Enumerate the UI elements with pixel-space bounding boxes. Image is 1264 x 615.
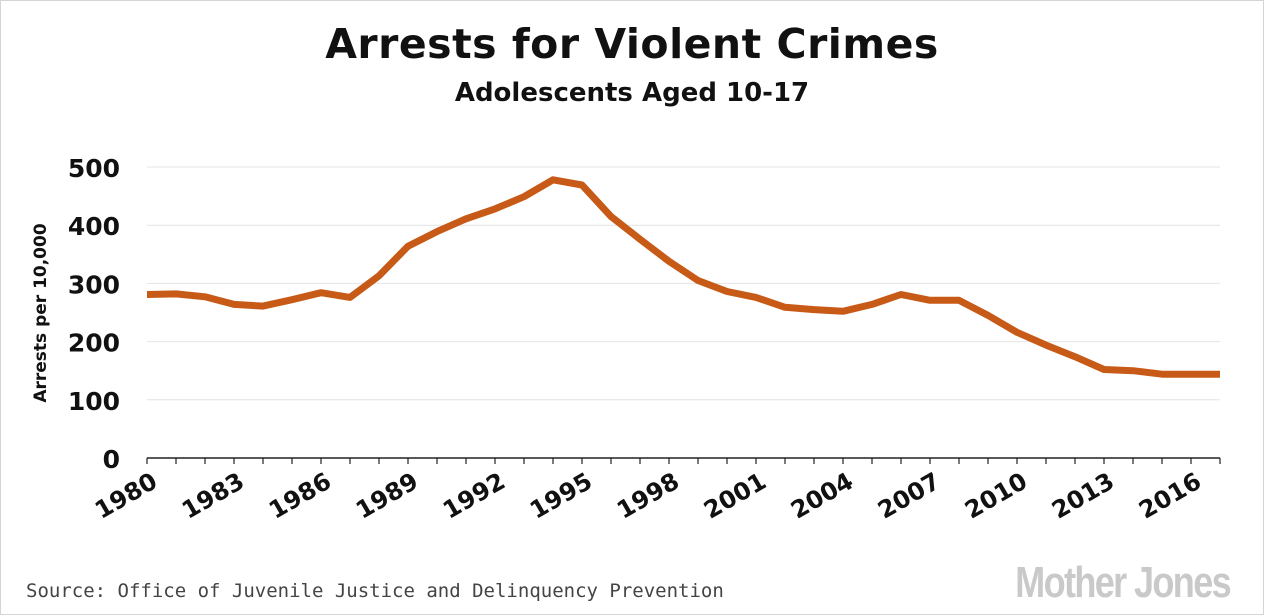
x-tick-label: 1992	[438, 467, 510, 525]
x-tick-label: 1980	[90, 467, 162, 525]
y-tick-label: 0	[103, 445, 120, 474]
chart-title: Arrests for Violent Crimes	[325, 20, 939, 68]
x-tick-label: 2001	[699, 467, 771, 525]
y-tick-label: 500	[68, 154, 120, 183]
series	[146, 176, 1221, 378]
x-tick-label: 1995	[525, 467, 597, 525]
y-axis-label: Arrests per 10,000	[31, 223, 51, 403]
x-tick-label: 2007	[873, 467, 945, 525]
x-tick-label: 2010	[960, 467, 1032, 525]
y-tick-label: 200	[68, 329, 120, 358]
x-tick-label: 2013	[1047, 467, 1119, 525]
chart-subtitle: Adolescents Aged 10-17	[454, 78, 810, 108]
series-line-arrests	[146, 176, 1220, 378]
y-tick-labels: 0 100 200 300 400 500	[68, 154, 120, 474]
y-tick-label: 400	[68, 212, 120, 241]
x-tick-labels: 1980 1983 1986 1989 1992 1995 1998 2001 2004 2007…	[90, 467, 1206, 525]
y-tick-label: 300	[68, 270, 120, 299]
x-axis	[146, 457, 1221, 464]
gridlines	[147, 166, 1220, 401]
x-tick-label: 1986	[264, 467, 336, 525]
x-tick-label: 1983	[177, 467, 249, 525]
x-tick-label: 2004	[786, 467, 858, 525]
mother-jones-logo: Mother Jones	[1015, 558, 1232, 607]
x-tick-label: 2016	[1134, 467, 1206, 525]
y-tick-label: 100	[68, 387, 120, 416]
x-tick-label: 1989	[351, 467, 423, 525]
x-tick-label: 1998	[612, 467, 684, 525]
source-note: Source: Office of Juvenile Justice and D…	[26, 580, 724, 602]
